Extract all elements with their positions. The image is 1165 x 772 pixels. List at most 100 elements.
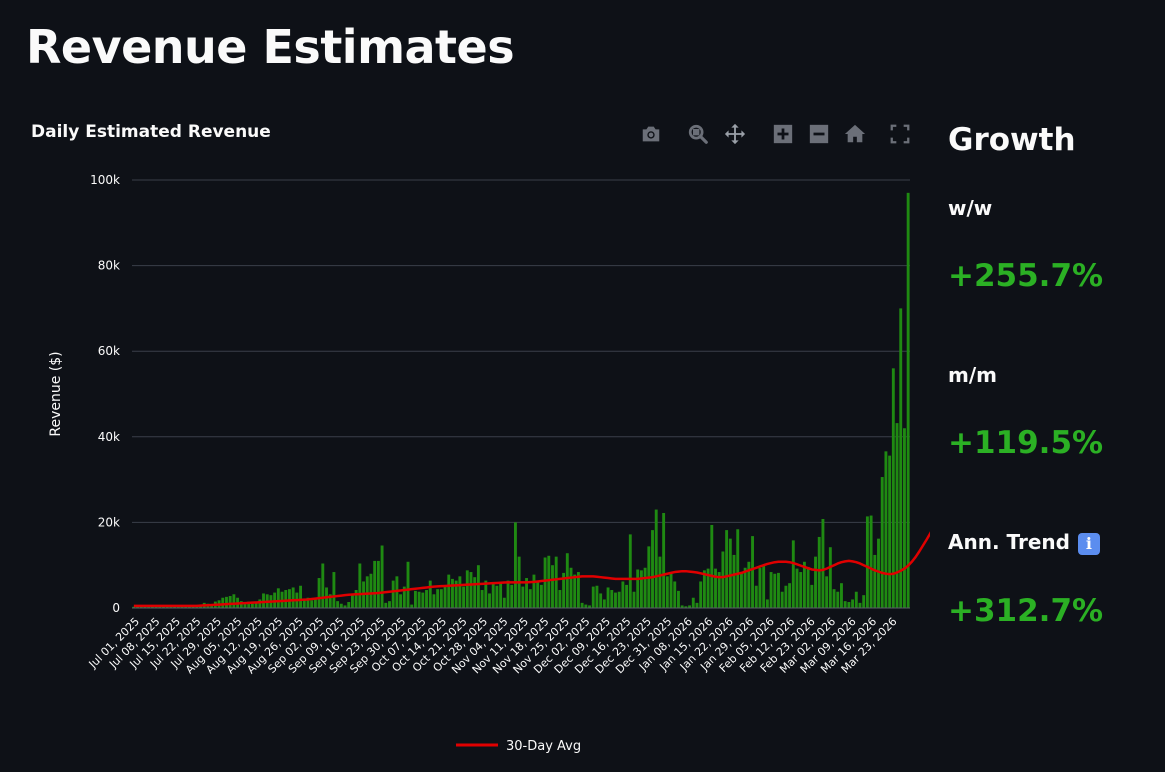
bar: [406, 561, 410, 608]
bar: [799, 572, 803, 608]
bar: [443, 585, 447, 608]
bar: [321, 563, 325, 608]
bar: [843, 601, 847, 608]
bar: [751, 536, 754, 608]
bar: [806, 566, 810, 608]
bar: [877, 538, 880, 608]
bar: [439, 589, 443, 608]
bar: [391, 580, 395, 608]
bar: [588, 605, 591, 608]
bar: [158, 606, 162, 608]
bar: [614, 592, 617, 608]
bar: [243, 602, 247, 608]
bar: [791, 540, 795, 608]
bar: [225, 596, 228, 608]
bar: [502, 597, 506, 608]
bar: [851, 599, 855, 608]
bar: [547, 555, 551, 608]
bar: [413, 590, 417, 608]
bar: [684, 606, 688, 608]
metric-label-trend: Ann. Trend i: [948, 530, 1100, 555]
bar: [473, 577, 477, 608]
bar: [169, 606, 173, 608]
bar: [721, 551, 725, 608]
bar: [732, 554, 736, 608]
bar: [769, 572, 773, 608]
bar: [725, 530, 729, 608]
bar: [514, 522, 517, 608]
bar: [743, 567, 747, 608]
bar: [310, 600, 314, 608]
bar: [662, 512, 666, 608]
bar: [847, 602, 851, 608]
bar: [447, 574, 451, 608]
y-tick-label: 0: [112, 601, 120, 615]
y-tick-label: 20k: [98, 515, 120, 529]
bar: [328, 594, 332, 608]
bar: [417, 591, 421, 608]
bar: [869, 515, 873, 608]
bar: [669, 573, 673, 608]
camera-icon[interactable]: [639, 122, 663, 146]
info-icon[interactable]: i: [1077, 532, 1100, 555]
bar: [365, 576, 369, 608]
bar: [258, 599, 262, 608]
bar: [754, 585, 758, 608]
y-tick-label: 100k: [90, 173, 120, 187]
bar: [606, 587, 610, 608]
bar: [250, 603, 254, 608]
metric-value-trend: +312.7%: [948, 593, 1104, 629]
bar: [465, 570, 469, 608]
bar: [339, 603, 343, 608]
bar: [888, 455, 892, 608]
bar: [499, 582, 503, 608]
bar: [506, 580, 510, 608]
bar: [765, 599, 769, 608]
bar: [299, 585, 303, 608]
bar: [873, 554, 877, 608]
bar: [802, 561, 806, 608]
metric-label-ww: w/w: [948, 196, 993, 220]
bar: [154, 606, 158, 608]
growth-title: Growth: [948, 122, 1076, 158]
bar: [232, 594, 236, 608]
bar: [832, 589, 836, 608]
avg-line: [133, 531, 930, 608]
bar: [525, 578, 528, 608]
bar: [625, 584, 629, 608]
chart-title: Daily Estimated Revenue: [31, 122, 271, 142]
page-title: Revenue Estimates: [26, 20, 515, 74]
bar: [247, 601, 251, 608]
bar: [384, 602, 388, 608]
bar: [880, 477, 884, 608]
bar: [576, 572, 580, 608]
bar: [814, 556, 817, 608]
bar: [432, 594, 436, 608]
fullscreen-icon[interactable]: [888, 122, 912, 146]
bar: [680, 605, 684, 608]
bar: [336, 601, 340, 608]
bar: [491, 584, 495, 608]
bar: [180, 606, 184, 608]
bar: [380, 545, 384, 608]
bar: [628, 534, 632, 608]
bar: [228, 596, 232, 608]
bar: [221, 597, 225, 608]
revenue-chart[interactable]: Daily Estimated Revenue 0 20k 40k 60k 80k 100k…: [0, 110, 930, 772]
bar: [591, 586, 595, 608]
bar: [602, 599, 606, 608]
bar: [343, 605, 347, 608]
bar: [347, 602, 351, 608]
bar: [191, 606, 195, 608]
home-icon[interactable]: [843, 122, 867, 146]
zoom-out-icon[interactable]: [807, 122, 831, 146]
pan-icon[interactable]: [723, 122, 747, 146]
bar: [702, 570, 706, 608]
bar: [428, 580, 432, 608]
zoom-icon[interactable]: [686, 122, 710, 146]
zoom-in-icon[interactable]: [771, 122, 795, 146]
bar: [458, 576, 462, 608]
bar: [836, 591, 840, 608]
bar: [284, 590, 288, 608]
metric-value-mm: +119.5%: [948, 425, 1104, 461]
